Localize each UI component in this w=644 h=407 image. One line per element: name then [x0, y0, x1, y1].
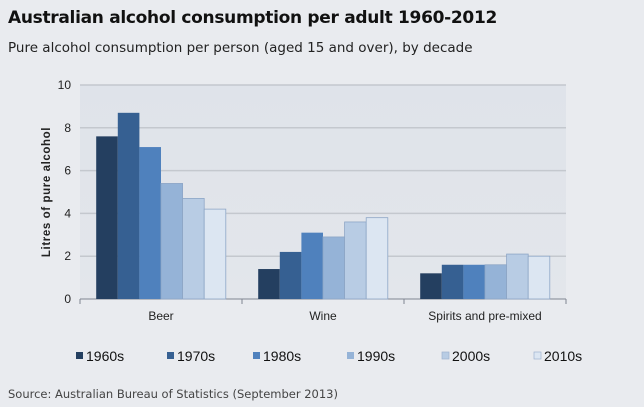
bar-1970s: [279, 251, 302, 299]
bar-2010s: [203, 208, 227, 300]
bar-2000s: [344, 221, 367, 300]
bar-2000s: [506, 253, 529, 300]
bar-1980s: [463, 264, 485, 299]
x-tick-label: Beer: [148, 309, 173, 323]
legend-swatch-2000s: [441, 351, 450, 360]
bar-2010s: [365, 217, 389, 300]
y-axis-label: Litres of pure alcohol: [41, 127, 53, 257]
legend-label: 1960s: [86, 348, 124, 364]
legend-label: 2010s: [544, 348, 582, 364]
bar-1980s: [301, 232, 323, 299]
y-tick-label: 8: [64, 121, 71, 135]
legend-swatch-1990s: [347, 352, 354, 359]
bar-2010s: [527, 255, 551, 300]
y-tick-label: 10: [58, 78, 72, 92]
source-note: Source: Australian Bureau of Statistics …: [8, 387, 338, 401]
legend-label: 1970s: [177, 348, 215, 364]
legend-swatch-1970s: [167, 352, 174, 359]
bar-1960s: [96, 136, 118, 299]
bar-1990s: [160, 183, 184, 300]
y-tick-label: 2: [64, 249, 71, 263]
legend-label: 2000s: [452, 348, 490, 364]
legend-swatch-2010s: [533, 351, 542, 360]
bar-1970s: [117, 112, 140, 299]
bar-1990s: [322, 236, 346, 300]
chart-subtitle: Pure alcohol consumption per person (age…: [8, 40, 473, 56]
x-tick-label: Spirits and pre-mixed: [428, 309, 541, 323]
chart-title: Australian alcohol consumption per adult…: [8, 8, 498, 28]
y-tick-label: 6: [64, 164, 71, 178]
bar-1990s: [484, 264, 508, 300]
legend-label: 1990s: [357, 348, 395, 364]
legend-swatch-1980s: [253, 352, 260, 359]
y-tick-label: 0: [64, 292, 71, 306]
bar-2000s: [182, 198, 205, 300]
bar-1980s: [139, 147, 161, 299]
x-tick-label: Wine: [309, 309, 337, 323]
legend-swatch-1960s: [76, 352, 83, 359]
bar-1970s: [441, 264, 464, 299]
bar-1960s: [420, 273, 442, 299]
legend-label: 1980s: [263, 348, 301, 364]
bar-1960s: [258, 269, 280, 299]
y-tick-label: 4: [64, 206, 71, 220]
